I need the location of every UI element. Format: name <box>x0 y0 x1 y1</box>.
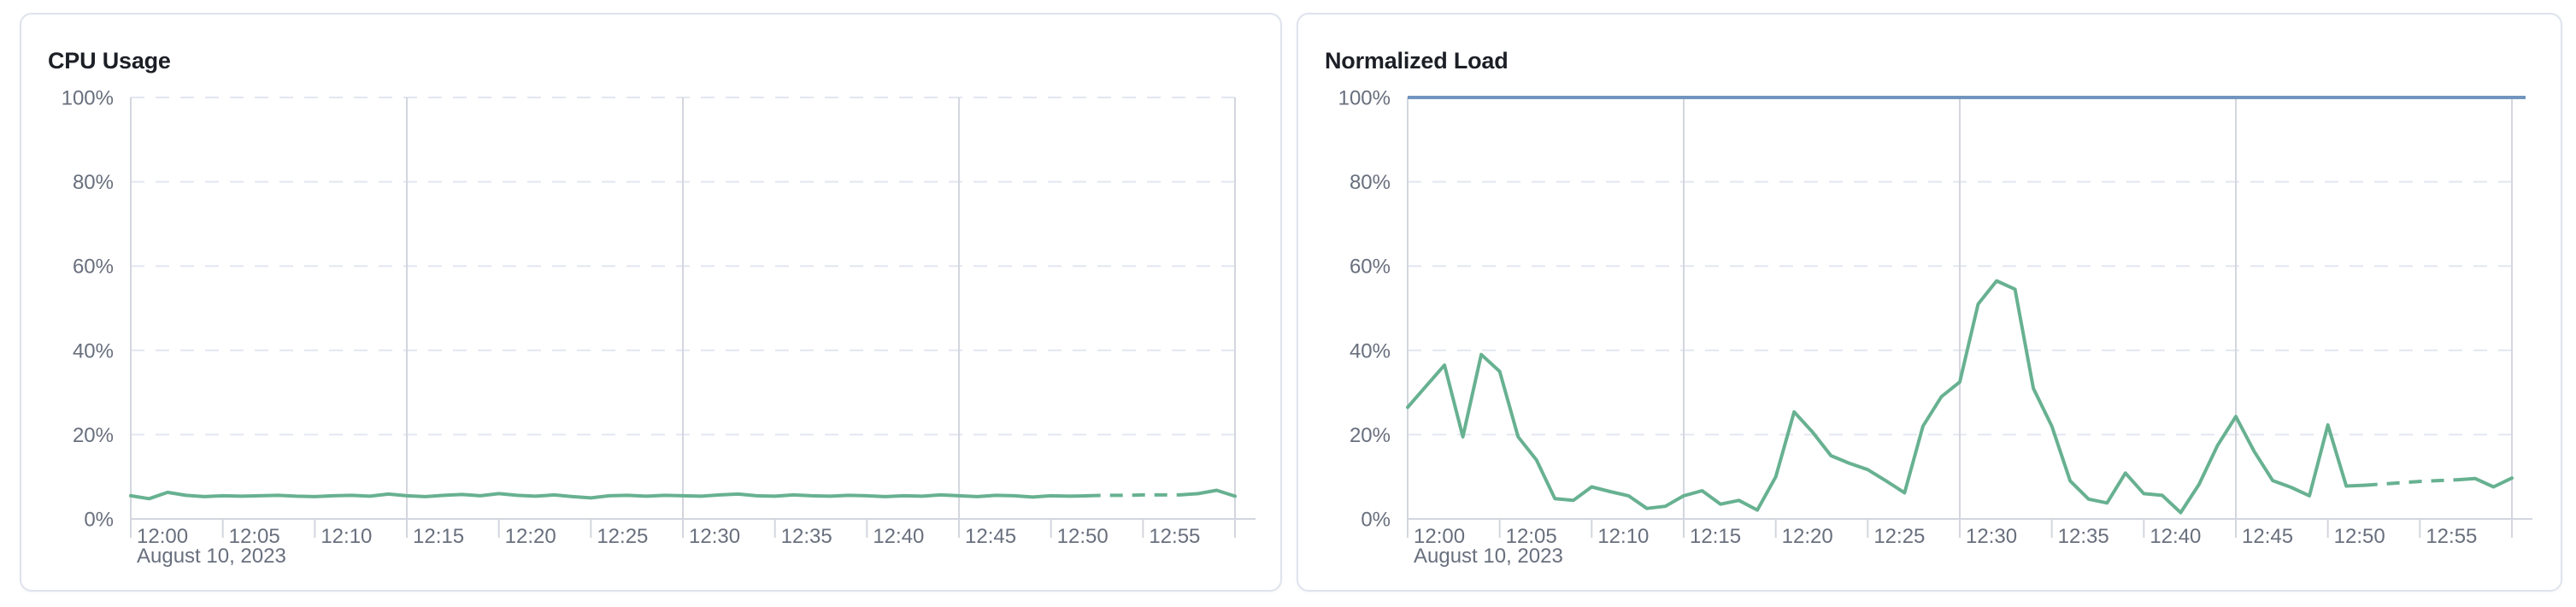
x-tick-label: 12:55 <box>1149 525 1200 548</box>
x-tick-label: 12:00 <box>137 525 188 548</box>
y-tick-label: 0% <box>84 509 114 532</box>
x-tick-label: 12:05 <box>229 525 280 548</box>
x-tick-label: 12:50 <box>2334 525 2385 548</box>
series-line-forecast <box>1087 492 1180 498</box>
x-tick-label: 12:20 <box>505 525 556 548</box>
x-tick-label: 12:40 <box>2150 525 2201 548</box>
x-tick-label: 12:15 <box>413 525 464 548</box>
x-tick-label: 12:10 <box>321 525 372 548</box>
x-tick-label: 12:30 <box>689 525 740 548</box>
series-line <box>2455 476 2514 489</box>
x-tick-label: 12:55 <box>2426 525 2477 548</box>
y-tick-label: 60% <box>1350 256 1391 279</box>
x-tick-label: 12:40 <box>873 525 924 548</box>
x-tick-label: 12:45 <box>2242 525 2293 548</box>
x-tick-label: 12:05 <box>1506 525 1557 548</box>
y-tick-label: 100% <box>1338 87 1391 110</box>
y-tick-label: 80% <box>73 171 114 194</box>
x-tick-label: 12:45 <box>965 525 1016 548</box>
cpu-usage-chart[interactable]: 12:00 12:05 12:10 12:15 12:20 12:25 12:30 12:35… <box>21 15 1284 593</box>
y-tick-label: 80% <box>1350 171 1391 194</box>
normalized-load-chart[interactable]: 12:00 12:05 12:10 12:15 12:20 12:25 12:30 12:35… <box>1298 15 2561 593</box>
y-tick-label: 40% <box>73 339 114 362</box>
date-label: August 10, 2023 <box>1414 545 1563 568</box>
cpu-usage-card: CPU Usage 12:00 12:05 12:10 12:15 12:20 12:25… <box>20 13 1282 592</box>
x-tick-label: 12:35 <box>2058 525 2109 548</box>
series-line <box>129 490 1090 501</box>
x-tick-label: 12:35 <box>781 525 832 548</box>
x-tick-label: 12:15 <box>1690 525 1741 548</box>
chart-title: CPU Usage <box>48 48 171 74</box>
y-tick-label: 20% <box>73 424 114 447</box>
y-tick-label: 0% <box>1361 509 1391 532</box>
series-line-forecast <box>2364 478 2457 487</box>
series-line <box>1406 279 2367 515</box>
series-line <box>1178 488 1237 498</box>
y-tick-label: 40% <box>1350 339 1391 362</box>
x-tick-label: 12:20 <box>1782 525 1833 548</box>
chart-title: Normalized Load <box>1325 48 1509 74</box>
date-label: August 10, 2023 <box>137 545 286 568</box>
y-tick-label: 100% <box>62 87 114 110</box>
y-tick-label: 20% <box>1350 424 1391 447</box>
x-tick-label: 12:25 <box>597 525 648 548</box>
normalized-load-card: Normalized Load 12:00 12:05 12:10 12:15 12:2… <box>1297 13 2562 592</box>
x-tick-label: 12:00 <box>1414 525 1465 548</box>
x-tick-label: 12:50 <box>1057 525 1109 548</box>
y-tick-label: 60% <box>73 256 114 279</box>
x-tick-label: 12:10 <box>1597 525 1649 548</box>
x-tick-label: 12:30 <box>1966 525 2017 548</box>
x-tick-label: 12:25 <box>1873 525 1925 548</box>
